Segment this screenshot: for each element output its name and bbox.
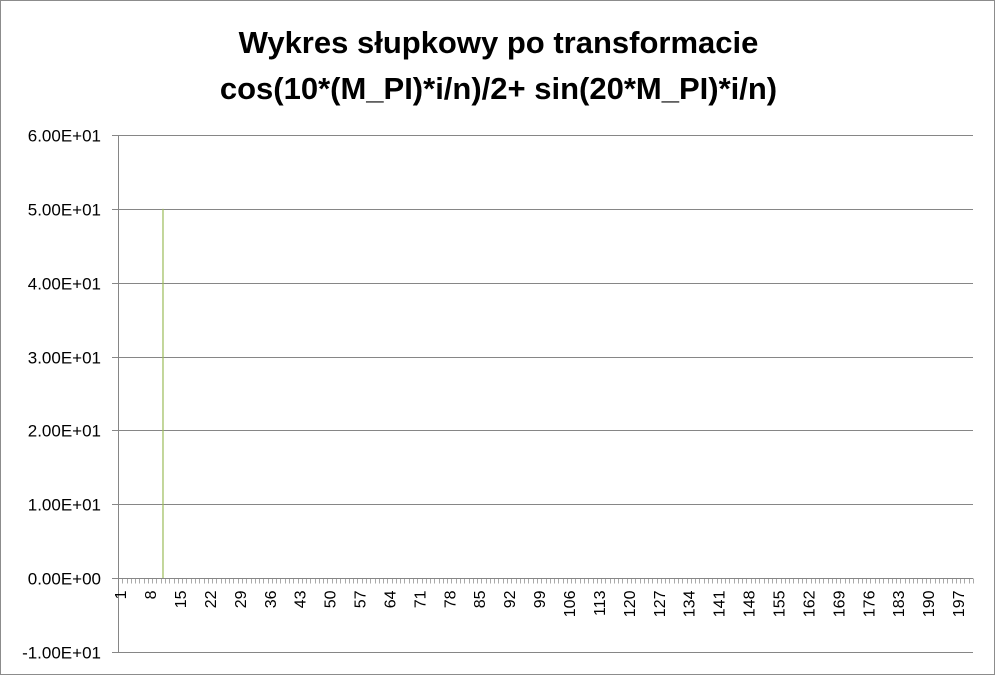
axes <box>112 135 974 653</box>
y-tick-label: 4.00E+01 <box>28 275 101 294</box>
y-tick-label: 6.00E+01 <box>28 127 101 146</box>
y-tick-label: 0.00E+00 <box>28 570 101 589</box>
x-tick-label: 176 <box>861 590 878 617</box>
x-tick-label: 113 <box>592 590 609 616</box>
x-tick-label: 43 <box>293 590 310 608</box>
chart-title-line-2: cos(10*(M_PI)*i/n)/2+ sin(20*M_PI)*i/n) <box>219 71 778 106</box>
bars <box>162 208 164 579</box>
x-tick-label: 8 <box>143 590 160 599</box>
x-tick-label: 155 <box>771 590 788 617</box>
x-tick-label: 120 <box>622 590 639 617</box>
x-tick-label: 71 <box>412 590 429 608</box>
x-tick-label: 57 <box>353 590 370 608</box>
x-tick-label: 127 <box>652 590 669 617</box>
x-tick-label: 1 <box>113 590 130 599</box>
x-tick-label: 169 <box>831 590 848 617</box>
y-tick-label: 5.00E+01 <box>28 201 101 220</box>
x-tick-label: 134 <box>682 590 699 617</box>
y-tick-label: 2.00E+01 <box>28 422 101 441</box>
bar <box>162 208 164 579</box>
gridlines <box>118 135 973 653</box>
y-tick-label: 1.00E+01 <box>28 496 101 515</box>
x-tick-label: 190 <box>921 590 938 617</box>
x-tick-label: 29 <box>233 590 250 608</box>
y-tick-labels: 6.00E+01 5.00E+01 4.00E+01 3.00E+01 2.00E+01… <box>22 127 101 663</box>
x-tick-label: 99 <box>532 590 549 608</box>
x-tick-label: 197 <box>951 590 968 617</box>
y-tick-label: -1.00E+01 <box>22 644 101 663</box>
x-tick-label: 50 <box>323 590 340 608</box>
y-tick-label: 3.00E+01 <box>28 349 101 368</box>
x-tick-labels: 1 8 15 22 29 36 43 50 57 64 71 78 85 92 99 106 113 120 127… <box>113 590 968 617</box>
x-tick-label: 162 <box>801 590 818 617</box>
x-tick-label: 64 <box>382 590 399 608</box>
chart-title-line-1: Wykres słupkowy po transformacie <box>238 25 759 60</box>
x-tick-label: 141 <box>712 590 729 617</box>
x-tick-label: 36 <box>263 590 280 608</box>
x-tick-label: 85 <box>472 590 489 608</box>
x-tick-label: 22 <box>203 590 220 608</box>
x-tick-label: 15 <box>173 590 190 608</box>
x-tick-label: 183 <box>891 590 908 617</box>
x-tick-label: 148 <box>742 590 759 617</box>
x-tick-label: 78 <box>442 590 459 608</box>
x-tick-label: 106 <box>562 590 579 617</box>
x-tick-label: 92 <box>502 590 519 608</box>
